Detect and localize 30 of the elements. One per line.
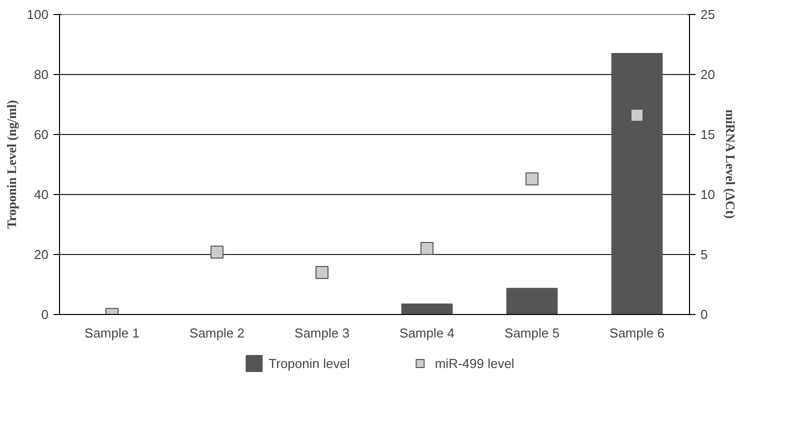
y2-tick-label: 0 <box>700 307 708 322</box>
x-tick-label: Sample 3 <box>294 326 350 340</box>
y-tick-label: 20 <box>34 247 49 262</box>
y2-tick-label: 15 <box>700 127 715 142</box>
point <box>630 108 644 122</box>
y2-tick-label: 5 <box>700 247 708 262</box>
point <box>210 246 224 259</box>
y2-tick-label: 20 <box>700 67 715 82</box>
y-tick-label: 100 <box>26 7 49 22</box>
x-tick-label: Sample 4 <box>400 326 454 340</box>
y-tick-label: 60 <box>34 127 49 142</box>
point <box>526 172 538 186</box>
point <box>420 242 434 255</box>
x-tick-label: Sample 1 <box>84 326 140 340</box>
bar <box>506 288 558 314</box>
y-tick-label: 0 <box>41 307 49 322</box>
y-tick-label: 40 <box>34 187 49 202</box>
bar <box>611 53 663 314</box>
y-tick-label: 80 <box>34 67 49 82</box>
y2-axis-title: miRNA Level (ΔCt) <box>722 110 738 219</box>
y2-tick-label: 10 <box>700 187 715 202</box>
legend-label: miR-499 level <box>434 356 514 370</box>
legend-label: Troponin level <box>268 356 350 370</box>
y-axis-title: Troponin Level (ng/ml) <box>4 100 19 229</box>
x-tick-label: Sample 6 <box>610 326 664 340</box>
y2-tick-label: 25 <box>700 7 715 22</box>
x-tick-label: Sample 2 <box>190 326 244 340</box>
point <box>316 266 328 279</box>
bar <box>401 304 453 314</box>
x-tick-label: Sample 5 <box>504 326 560 340</box>
